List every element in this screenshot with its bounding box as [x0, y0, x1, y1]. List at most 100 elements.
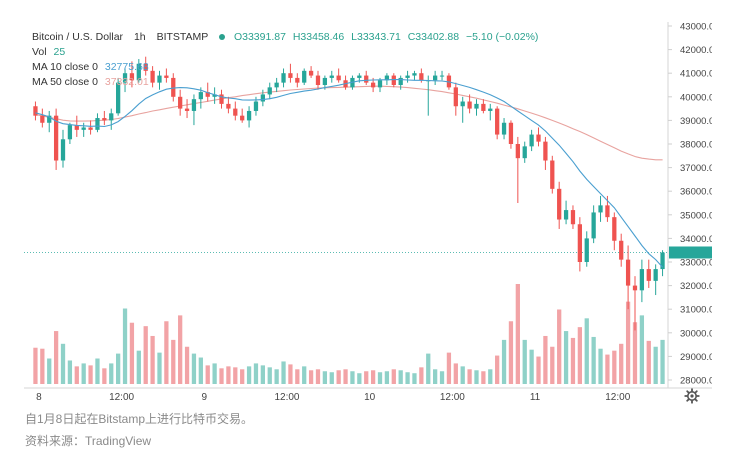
volume-bar	[157, 352, 162, 384]
candle-body	[639, 269, 645, 291]
candle-body	[529, 134, 534, 147]
volume-bar	[370, 370, 376, 384]
volume-bar	[584, 318, 589, 384]
volume-bar	[171, 339, 176, 384]
candle-body	[584, 238, 589, 262]
y-tick-label: 30000.00	[680, 328, 712, 339]
candle-body	[467, 101, 472, 109]
candle-body	[336, 75, 341, 81]
volume-bar	[88, 365, 93, 384]
volume-legend: Vol 25	[32, 45, 65, 60]
x-tick-label: 12:00	[605, 392, 630, 403]
candle-body	[398, 77, 403, 85]
gear-icon[interactable]	[684, 388, 700, 404]
candle-body	[515, 144, 520, 159]
y-tick-label: 41000.00	[680, 69, 712, 80]
candle-body	[508, 122, 514, 144]
candle-body	[481, 103, 486, 111]
volume-bar	[619, 343, 624, 384]
volume-bar	[543, 335, 548, 384]
ohlc-change: −5.10 (−0.02%)	[466, 31, 539, 43]
interval-label: 1h	[133, 31, 146, 43]
ohlc-open: O33391.87	[233, 31, 286, 43]
volume-bar	[653, 346, 658, 384]
volume-bar	[219, 368, 224, 384]
volume-bar	[164, 321, 169, 384]
candle-body	[212, 94, 217, 97]
volume-bar	[122, 308, 128, 384]
candle-body	[653, 269, 658, 281]
candle-body	[591, 212, 596, 239]
y-tick-label: 34000.00	[680, 234, 712, 245]
candle-body	[598, 205, 603, 213]
volume-bar	[632, 322, 638, 384]
volume-bar	[143, 326, 148, 384]
volume-bar	[536, 356, 541, 384]
exchange-label: BITSTAMP	[156, 31, 209, 43]
candle-body	[384, 75, 390, 81]
candle-body	[377, 80, 383, 88]
volume-bar	[184, 346, 190, 384]
y-tick-label: 29000.00	[680, 352, 712, 363]
ma50-line	[35, 85, 663, 161]
ma10-line	[35, 79, 664, 268]
candle-body	[563, 210, 569, 220]
candle-body	[501, 122, 507, 135]
y-tick-label: 31000.00	[680, 305, 712, 316]
candle-body	[88, 127, 93, 130]
candle-body	[536, 134, 541, 142]
candle-body	[260, 94, 265, 102]
candle-body	[219, 94, 224, 104]
candle-body	[308, 70, 314, 76]
volume-bar	[295, 369, 300, 384]
candle-body	[405, 75, 410, 78]
volume-bar	[563, 331, 569, 384]
candle-body	[40, 115, 45, 123]
candle-body	[412, 73, 417, 76]
candle-body	[226, 103, 231, 109]
candle-body	[474, 103, 479, 109]
candle-body	[53, 115, 59, 161]
y-tick-label: 28000.00	[680, 376, 712, 387]
symbol-legend: Bitcoin / U.S. Dollar 1h BITSTAMP O33391…	[32, 30, 542, 45]
volume-bar	[529, 349, 534, 384]
symbol-name: Bitcoin / U.S. Dollar	[32, 31, 124, 43]
candle-body	[233, 108, 238, 116]
candle-body	[129, 73, 135, 81]
candle-body	[370, 82, 376, 88]
candle-body	[364, 75, 369, 83]
candle-body	[246, 110, 252, 121]
ohlc-high: H33458.46	[292, 31, 345, 43]
y-tick-label: 43000.00	[680, 22, 712, 33]
candle-body	[109, 113, 114, 121]
volume-bar	[570, 337, 576, 384]
candle-body	[302, 70, 307, 83]
volume-bar	[129, 322, 135, 384]
volume-bar	[377, 372, 383, 384]
volume-bar	[329, 372, 334, 384]
volume-bar	[205, 365, 210, 384]
y-tick-label: 37000.00	[680, 163, 712, 174]
y-tick-label: 36000.00	[680, 187, 712, 198]
candle-body	[198, 92, 203, 100]
candle-body	[136, 63, 141, 81]
volume-bar	[315, 369, 321, 384]
volume-bar	[481, 371, 486, 384]
volume-bar	[322, 371, 328, 384]
ohlc-values: O33391.87 H33458.46 L33343.71 C33402.88 …	[234, 31, 542, 43]
x-tick-label: 11	[530, 392, 541, 403]
volume-bar	[302, 366, 307, 384]
candle-body	[570, 210, 576, 225]
candle-body	[81, 127, 86, 130]
ma10-label: MA 10 close 0	[32, 61, 98, 73]
volume-bar	[598, 348, 603, 384]
volume-bar	[639, 315, 645, 384]
y-tick-label: 40000.00	[680, 92, 712, 103]
volume-bar	[660, 339, 665, 384]
volume-bar	[253, 363, 259, 384]
ma50-label: MA 50 close 0	[32, 76, 98, 88]
candle-body	[605, 205, 610, 218]
y-tick-label: 32000.00	[680, 281, 712, 292]
volume-bar	[550, 346, 555, 384]
candle-body	[322, 77, 328, 85]
